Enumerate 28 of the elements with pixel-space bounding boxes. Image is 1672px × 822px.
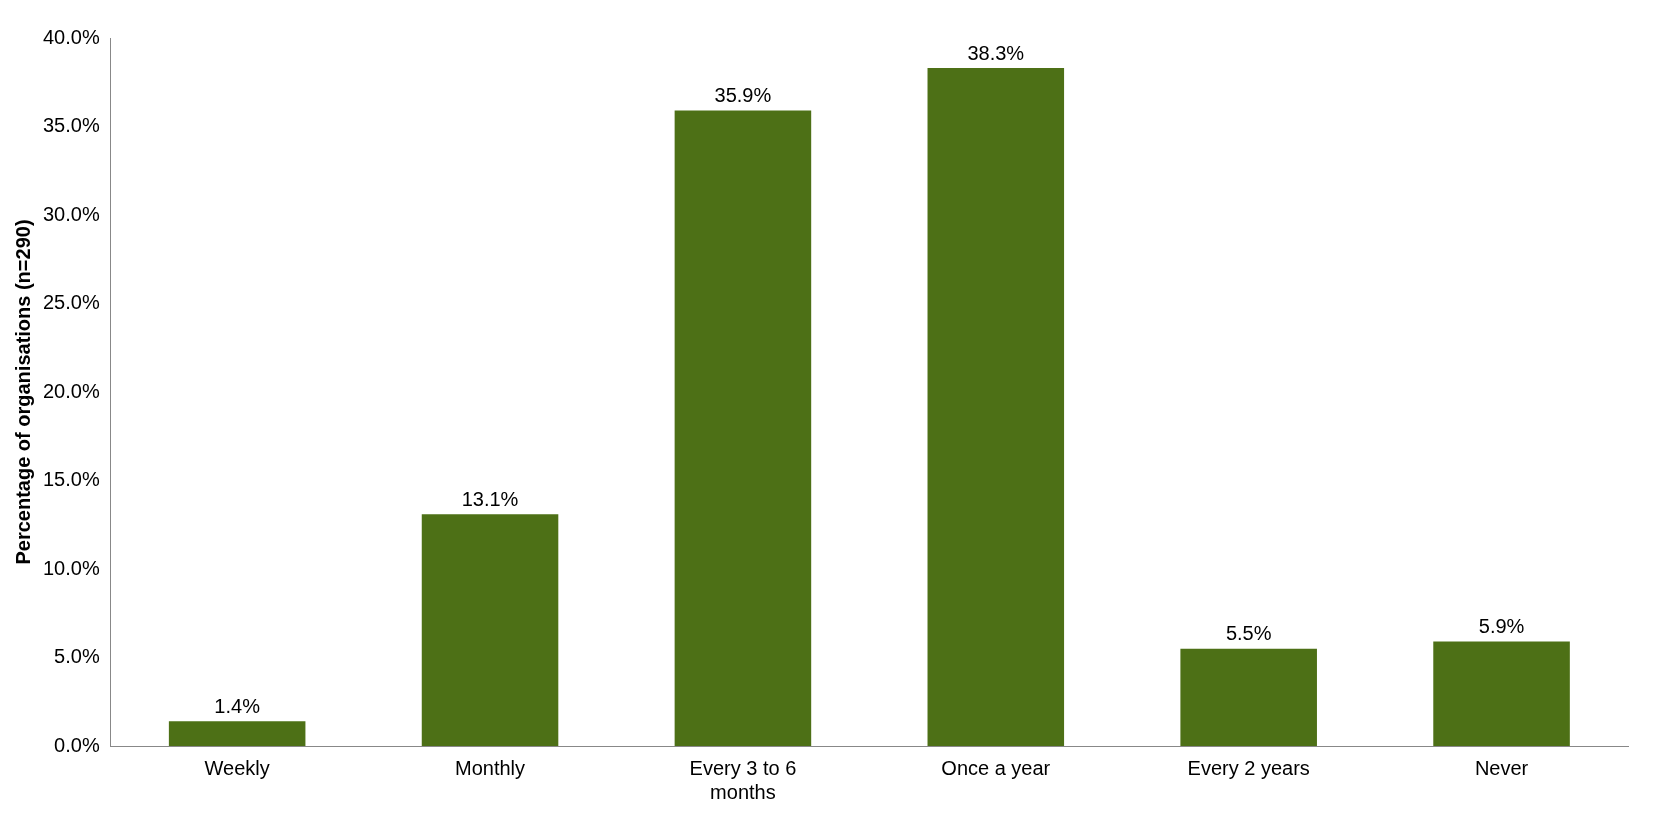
bar: [1433, 641, 1570, 746]
y-axis-title: Percentage of organisations (n=290): [11, 219, 34, 565]
x-tick-label: Once a year: [941, 756, 1051, 779]
bar: [674, 110, 812, 746]
x-tick-label: Every 2 years: [1187, 756, 1310, 779]
y-tick-label: 5.0%: [54, 645, 100, 668]
data-label: 35.9%: [714, 84, 772, 107]
data-label: 1.4%: [214, 694, 261, 717]
y-tick-label: 10.0%: [42, 556, 100, 579]
x-tick-label: Weekly: [204, 756, 270, 779]
data-label: 38.3%: [967, 41, 1025, 64]
bar: [168, 721, 306, 746]
x-tick-label: Monthly: [455, 756, 526, 779]
data-label: 5.9%: [1478, 615, 1525, 638]
y-tick-label: 25.0%: [42, 291, 100, 314]
data-label: 13.1%: [461, 487, 519, 510]
y-tick-label: 0.0%: [54, 733, 100, 756]
bar: [927, 68, 1065, 746]
bar: [421, 514, 559, 746]
y-tick-label: 35.0%: [42, 114, 100, 137]
x-tick-label: Every 3 to 6 months: [689, 756, 797, 803]
y-tick-label: 15.0%: [42, 468, 100, 491]
y-tick-label: 30.0%: [42, 202, 100, 225]
y-tick-label: 20.0%: [42, 379, 100, 402]
bar: [1180, 648, 1317, 746]
data-label: 5.5%: [1225, 622, 1272, 645]
x-tick-label: Never: [1474, 756, 1529, 779]
y-tick-label: 40.0%: [42, 25, 100, 48]
